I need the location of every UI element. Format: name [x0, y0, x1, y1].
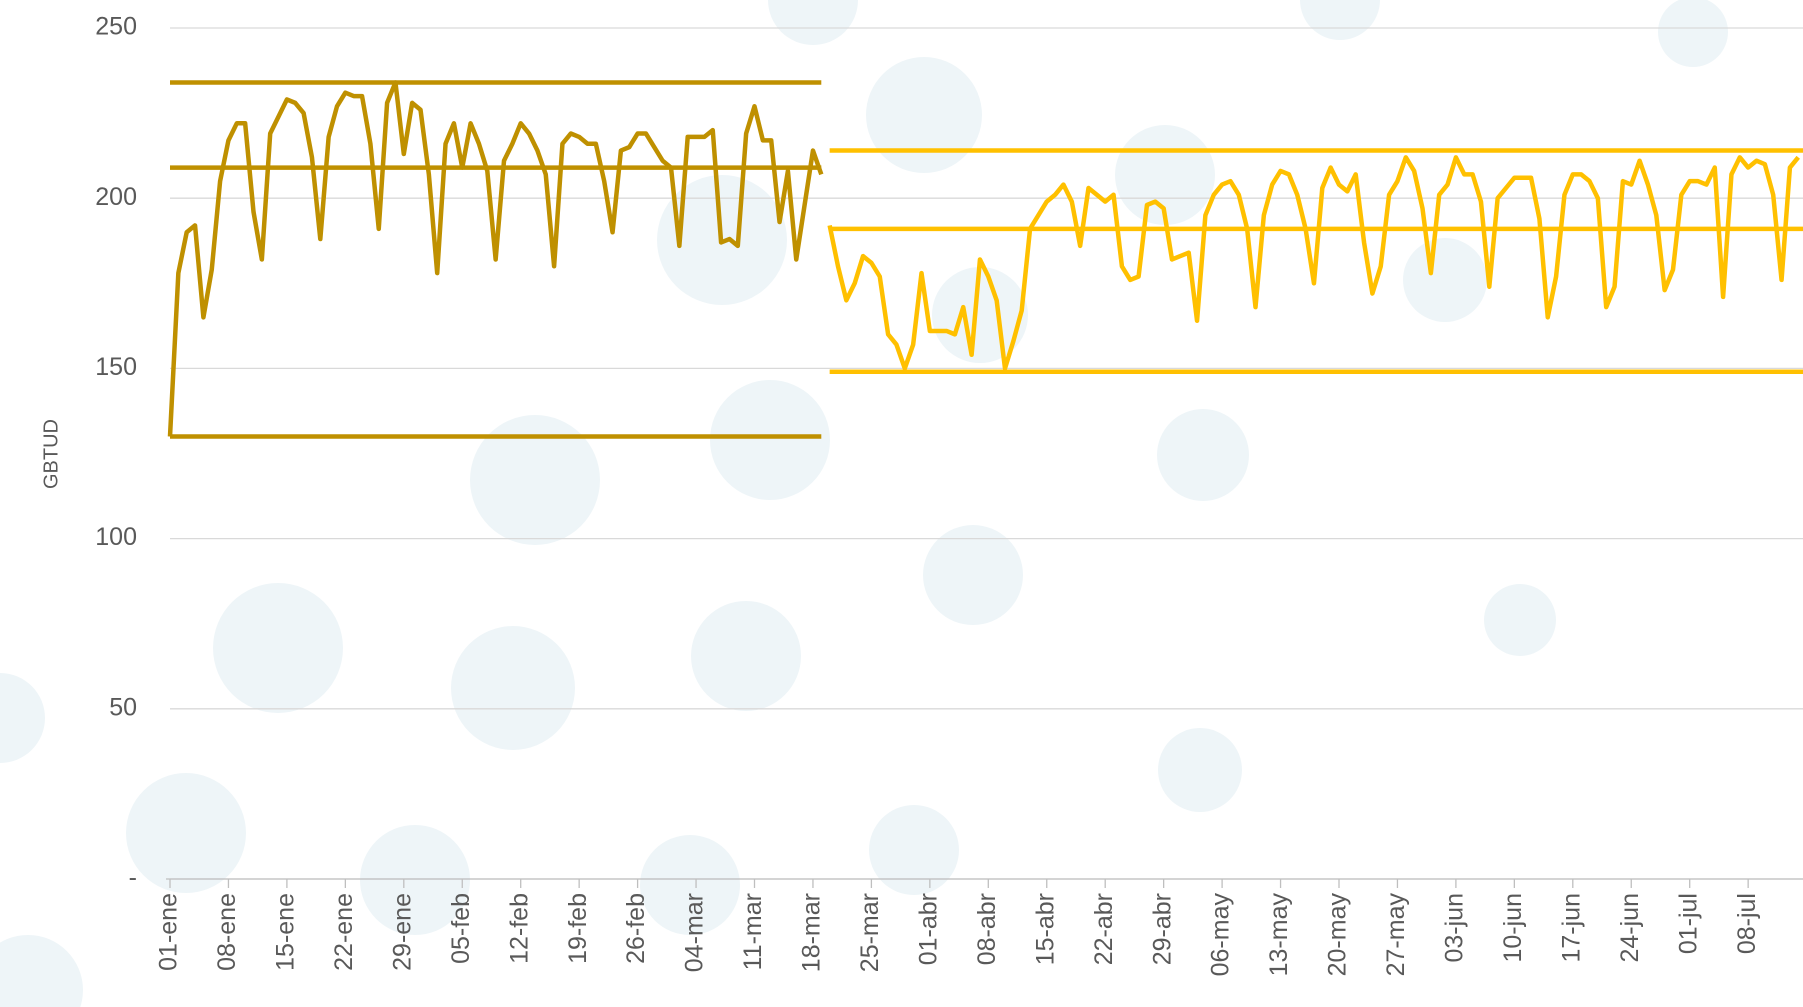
x-tick-label: 08-ene	[213, 893, 241, 971]
bubble	[0, 935, 83, 1007]
x-tick-label: 01-ene	[155, 893, 183, 971]
x-tick-label: 15-ene	[272, 893, 300, 971]
bubble	[691, 601, 801, 711]
x-tick-label: 03-jun	[1441, 893, 1469, 963]
y-tick-label: 250	[95, 13, 137, 41]
bubble	[768, 0, 858, 45]
x-tick-label: 08-abr	[973, 893, 1001, 965]
bubble	[0, 673, 45, 763]
x-tick-label: 24-jun	[1616, 893, 1644, 963]
x-tick-label: 08-jul	[1733, 893, 1761, 954]
bubble	[1658, 0, 1728, 67]
x-tick-label: 19-feb	[564, 893, 592, 964]
bubble	[360, 825, 470, 935]
x-tick-label: 20-may	[1324, 893, 1352, 977]
x-tick-label: 29-ene	[388, 893, 416, 971]
bubble	[866, 57, 982, 173]
x-tick-label: 04-mar	[681, 893, 709, 972]
x-tick-label: 11-mar	[739, 893, 767, 970]
x-tick-label: 10-jun	[1499, 893, 1527, 963]
bubble	[1484, 584, 1556, 656]
bubble	[932, 267, 1028, 363]
bubble	[126, 773, 246, 893]
bubble	[451, 626, 575, 750]
x-tick-label: 18-mar	[798, 893, 826, 972]
bubble	[1300, 0, 1380, 40]
series-line	[827, 155, 1800, 371]
y-tick-label: 150	[95, 353, 137, 381]
bubble	[1158, 728, 1242, 812]
x-tick-label: 01-jul	[1674, 893, 1702, 954]
x-tick-label: 27-may	[1382, 893, 1410, 977]
bubble	[923, 525, 1023, 625]
bubble	[470, 415, 600, 545]
bubble	[869, 805, 959, 895]
y-tick-label: 100	[95, 523, 137, 551]
y-tick-label: 200	[95, 183, 137, 211]
bubble	[640, 835, 740, 935]
series-line	[167, 80, 824, 437]
x-tick-label: 05-feb	[447, 893, 475, 964]
x-tick-label: 25-mar	[856, 893, 884, 972]
bubble	[710, 380, 830, 500]
x-tick-label: 26-feb	[622, 893, 650, 964]
bubble	[1403, 238, 1487, 322]
x-tick-label: 12-feb	[505, 893, 533, 964]
x-tick-label: 17-jun	[1557, 893, 1585, 963]
x-tick-label: 13-may	[1265, 893, 1293, 977]
bubble	[213, 583, 343, 713]
x-tick-label: 29-abr	[1148, 893, 1176, 965]
x-tick-label: 01-abr	[914, 893, 942, 965]
x-tick-label: 06-may	[1207, 893, 1235, 977]
y-tick-label: -	[129, 864, 137, 892]
x-tick-label: 22-ene	[330, 893, 358, 971]
y-axis-title: GBTUD	[40, 419, 62, 489]
x-tick-label: 15-abr	[1031, 893, 1059, 965]
x-tick-label: 22-abr	[1090, 893, 1118, 965]
y-tick-label: 50	[109, 693, 137, 721]
bubble	[1157, 409, 1249, 501]
background-bubbles	[0, 0, 1728, 1007]
